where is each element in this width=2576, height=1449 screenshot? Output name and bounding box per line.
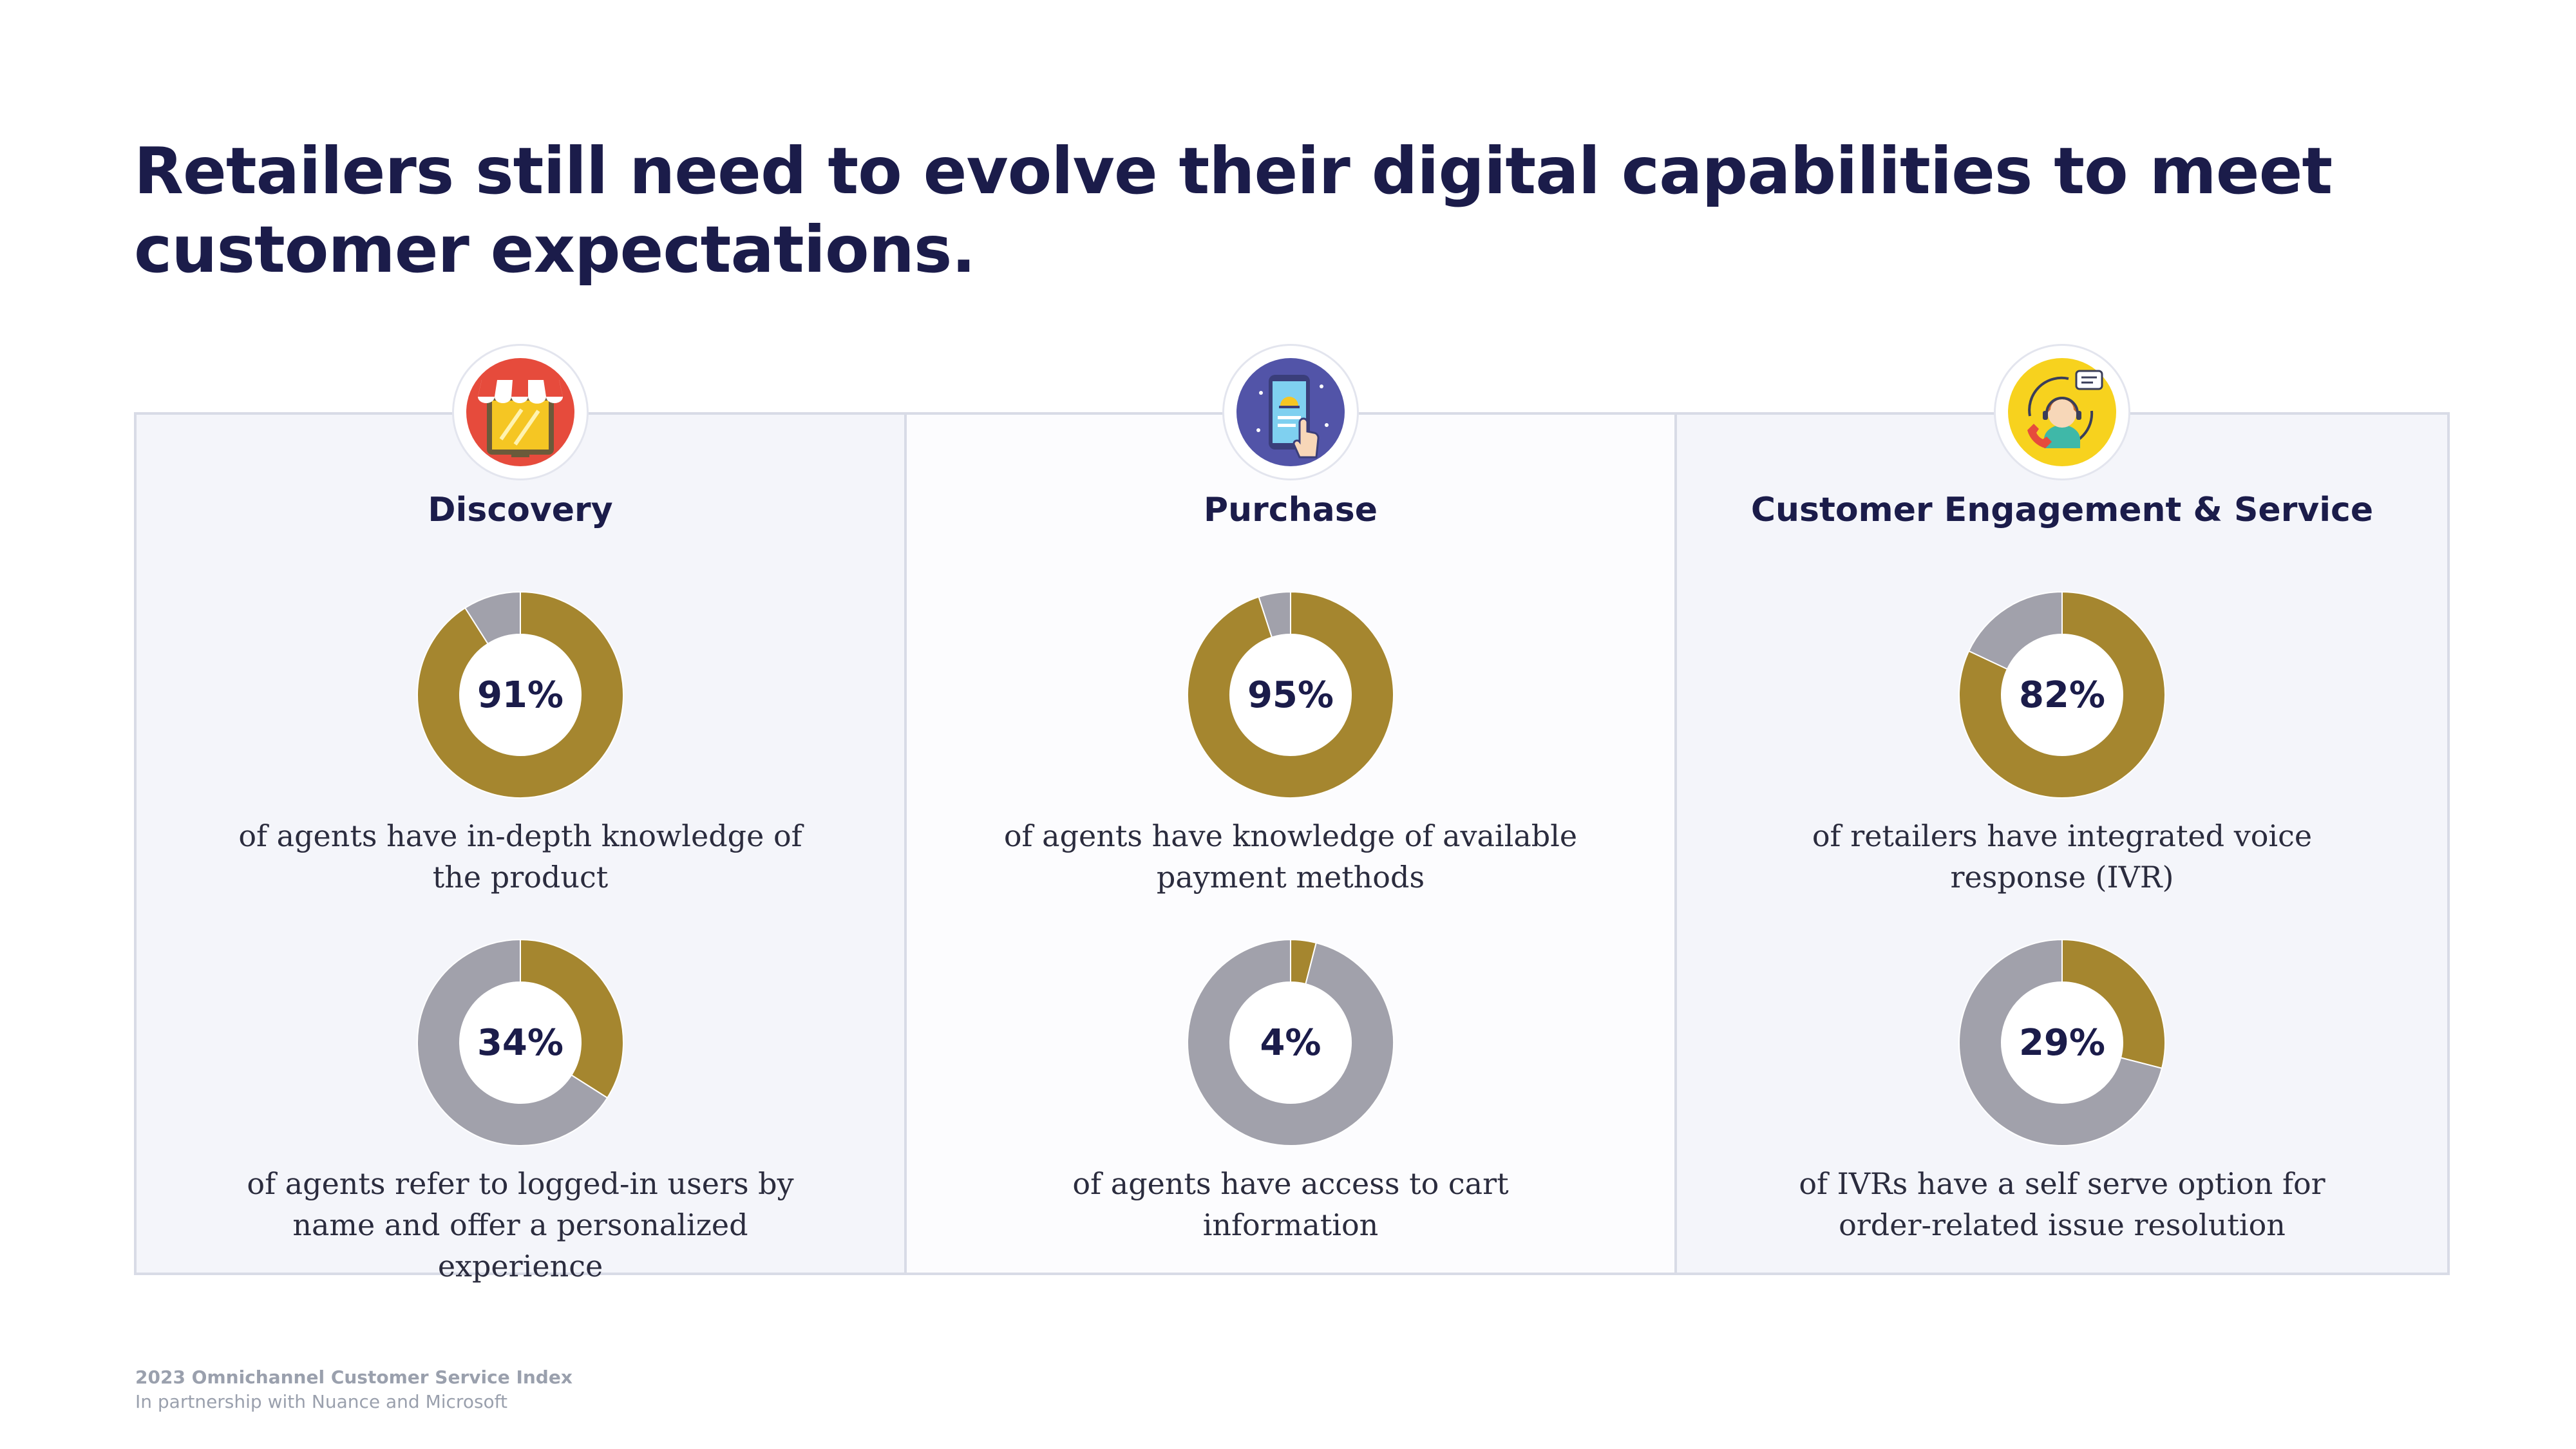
customer-support-icon bbox=[1994, 344, 2130, 480]
donut-chart: 82% bbox=[1956, 589, 2168, 801]
stat-caption: of agents have access to cart informatio… bbox=[1072, 1166, 1509, 1242]
donut-value-label: 4% bbox=[1260, 1021, 1321, 1064]
stat-caption: of IVRs have a self serve option for ord… bbox=[1799, 1166, 2325, 1242]
stat-engagement-1: 82% of retailers have integrated voice r… bbox=[1677, 589, 2447, 898]
stat-caption: of retailers have integrated voice respo… bbox=[1812, 819, 2313, 895]
stat-caption: of agents have knowledge of available pa… bbox=[1003, 819, 1578, 895]
stat-purchase-1: 95% of agents have knowledge of availabl… bbox=[907, 589, 1674, 898]
donut-value-label: 34% bbox=[477, 1021, 564, 1064]
donut-hole bbox=[460, 634, 581, 755]
panel-title-customer-engagement: Customer Engagement & Service bbox=[1750, 491, 2374, 529]
donut-hole bbox=[460, 982, 581, 1103]
donut-hole bbox=[1230, 634, 1351, 755]
stat-caption: of agents refer to logged-in users by na… bbox=[247, 1166, 794, 1283]
donut-hole bbox=[2002, 982, 2123, 1103]
panel-customer-engagement: Customer Engagement & Service 82% of ret… bbox=[1677, 344, 2447, 1273]
footer-partner: In partnership with Nuance and Microsoft bbox=[135, 1391, 508, 1412]
stat-engagement-2: 29% of IVRs have a self serve option for… bbox=[1677, 936, 2447, 1245]
stat-discovery-1: 91% of agents have in-depth knowledge of… bbox=[137, 589, 904, 898]
stats-panels: Discovery 91% of agents have in-depth kn… bbox=[134, 344, 2450, 1283]
donut-hole bbox=[1230, 982, 1351, 1103]
donut-hole bbox=[2002, 634, 2123, 755]
donut-value-label: 91% bbox=[477, 674, 564, 716]
storefront-icon bbox=[452, 344, 589, 480]
donut-value-label: 82% bbox=[2018, 674, 2106, 716]
stat-purchase-2: 4% of agents have access to cart informa… bbox=[907, 936, 1674, 1245]
donut-value-label: 29% bbox=[2018, 1021, 2106, 1064]
donut-chart: 95% bbox=[1184, 589, 1397, 801]
panel-title-discovery: Discovery bbox=[428, 491, 613, 529]
stat-discovery-2: 34% of agents refer to logged-in users b… bbox=[137, 936, 904, 1287]
donut-chart: 29% bbox=[1956, 936, 2168, 1149]
stat-caption: of agents have in-depth knowledge of the… bbox=[238, 819, 802, 895]
donut-value-label: 95% bbox=[1247, 674, 1334, 716]
panel-purchase: Purchase 95% of agents have knowledge of… bbox=[907, 344, 1677, 1273]
page-title: Retailers still need to evolve their dig… bbox=[134, 133, 2333, 287]
mobile-payment-icon bbox=[1222, 344, 1359, 480]
donut-chart: 34% bbox=[414, 936, 627, 1149]
footer-source: 2023 Omnichannel Customer Service Index bbox=[135, 1367, 573, 1388]
donut-chart: 91% bbox=[414, 589, 627, 801]
panel-title-purchase: Purchase bbox=[1204, 491, 1378, 529]
donut-chart: 4% bbox=[1184, 936, 1397, 1149]
panel-discovery: Discovery 91% of agents have in-depth kn… bbox=[137, 344, 907, 1283]
